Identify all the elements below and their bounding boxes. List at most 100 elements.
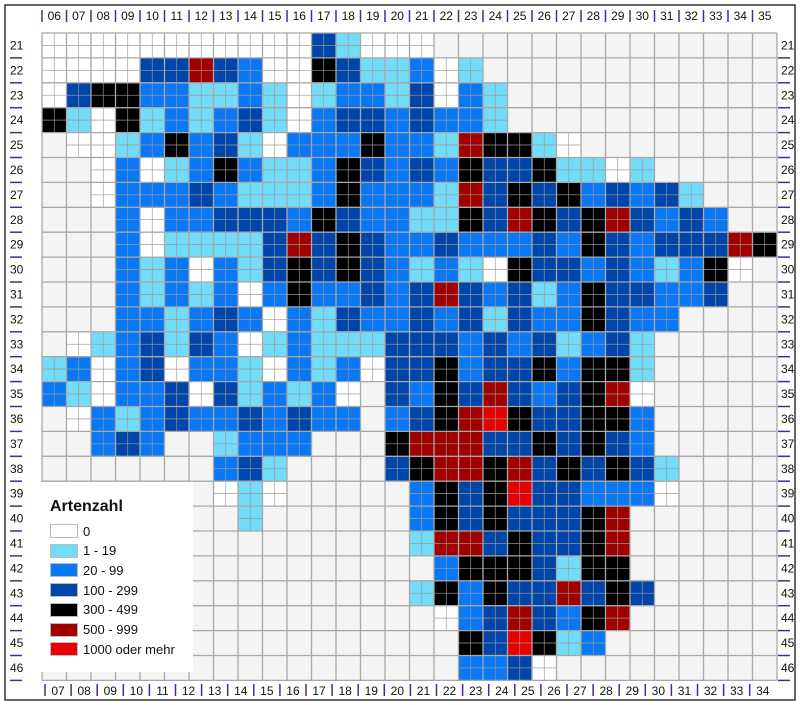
grid-cell <box>262 480 276 494</box>
grid-cell <box>421 194 435 208</box>
grid-cell <box>127 107 141 121</box>
grid-cell <box>482 368 496 382</box>
grid-cell <box>494 406 508 420</box>
grid-cell <box>298 57 312 71</box>
grid-cell <box>519 543 533 557</box>
grid-cell <box>396 57 410 71</box>
grid-cell <box>482 543 496 557</box>
grid-cell <box>531 431 545 445</box>
column-label-bottom: 14 <box>234 684 248 698</box>
grid-cell <box>409 580 423 594</box>
grid-cell <box>323 207 337 221</box>
grid-cell <box>360 256 374 270</box>
grid-cell <box>347 70 361 84</box>
grid-cell <box>139 207 153 221</box>
grid-cell <box>237 207 251 221</box>
grid-cell <box>127 244 141 258</box>
grid-cell <box>482 343 496 357</box>
grid-cell <box>605 443 619 457</box>
grid-cell <box>482 207 496 221</box>
grid-cell <box>213 493 227 507</box>
grid-cell <box>543 568 557 582</box>
grid-cell <box>507 207 521 221</box>
grid-cell <box>739 231 753 245</box>
grid-cell <box>102 119 116 133</box>
grid-cell <box>715 294 729 308</box>
grid-cell <box>543 169 557 183</box>
grid-cell <box>494 630 508 644</box>
grid-cell <box>470 256 484 270</box>
grid-cell <box>360 144 374 158</box>
grid-cell <box>605 219 619 233</box>
grid-cell <box>470 132 484 146</box>
grid-cell <box>482 231 496 245</box>
grid-cell <box>445 493 459 507</box>
grid-cell <box>372 306 386 320</box>
grid-cell <box>335 107 349 121</box>
grid-cell <box>519 480 533 494</box>
grid-cell <box>605 294 619 308</box>
grid-cell <box>458 119 472 133</box>
grid-cell <box>494 655 508 669</box>
grid-cell <box>151 107 165 121</box>
grid-cell <box>458 256 472 270</box>
grid-cell <box>543 630 557 644</box>
grid-cell <box>323 418 337 432</box>
grid-cell <box>66 57 80 71</box>
grid-cell <box>543 580 557 594</box>
grid-cell <box>617 455 631 470</box>
grid-cell <box>115 393 129 407</box>
grid-cell <box>617 555 631 569</box>
grid-cell <box>666 306 680 320</box>
grid-cell <box>445 443 459 457</box>
grid-cell <box>188 194 202 208</box>
grid-cell <box>654 306 668 320</box>
grid-cell <box>115 157 129 171</box>
grid-cell <box>580 455 594 470</box>
grid-cell <box>556 207 570 221</box>
grid-cell <box>482 630 496 644</box>
grid-cell <box>629 231 643 245</box>
grid-cell <box>556 568 570 582</box>
grid-cell <box>470 555 484 569</box>
grid-cell <box>66 82 80 96</box>
grid-cell <box>384 107 398 121</box>
grid-cell <box>372 207 386 221</box>
grid-cell <box>151 207 165 221</box>
grid-cell <box>78 70 92 84</box>
grid-cell <box>286 381 300 395</box>
row-label-right: 27 <box>781 188 795 202</box>
grid-cell <box>556 219 570 233</box>
grid-cell <box>409 244 423 258</box>
grid-cell <box>151 70 165 84</box>
grid-cell <box>164 144 178 158</box>
grid-cell <box>433 518 447 532</box>
grid-cell <box>311 82 325 96</box>
grid-cell <box>433 231 447 245</box>
column-label-bottom: 18 <box>338 684 352 698</box>
grid-cell <box>580 580 594 594</box>
grid-cell <box>164 418 178 432</box>
legend-swatch <box>50 524 78 538</box>
grid-cell <box>347 319 361 333</box>
grid-cell <box>654 219 668 233</box>
grid-cell <box>311 182 325 196</box>
grid-cell <box>507 468 521 482</box>
grid-cell <box>262 381 276 395</box>
grid-cell <box>458 343 472 357</box>
grid-cell <box>102 144 116 158</box>
column-label-bottom: 09 <box>104 684 118 698</box>
grid-cell <box>347 393 361 407</box>
grid-cell <box>421 269 435 283</box>
grid-cell <box>445 119 459 133</box>
grid-cell <box>433 592 447 606</box>
row-label-right: 44 <box>781 611 795 625</box>
grid-cell <box>482 219 496 233</box>
grid-cell <box>360 294 374 308</box>
grid-cell <box>66 32 80 46</box>
grid-cell <box>592 231 606 245</box>
grid-cell <box>482 617 496 631</box>
grid-cell <box>249 319 263 333</box>
grid-cell <box>298 82 312 96</box>
grid-cell <box>531 518 545 532</box>
